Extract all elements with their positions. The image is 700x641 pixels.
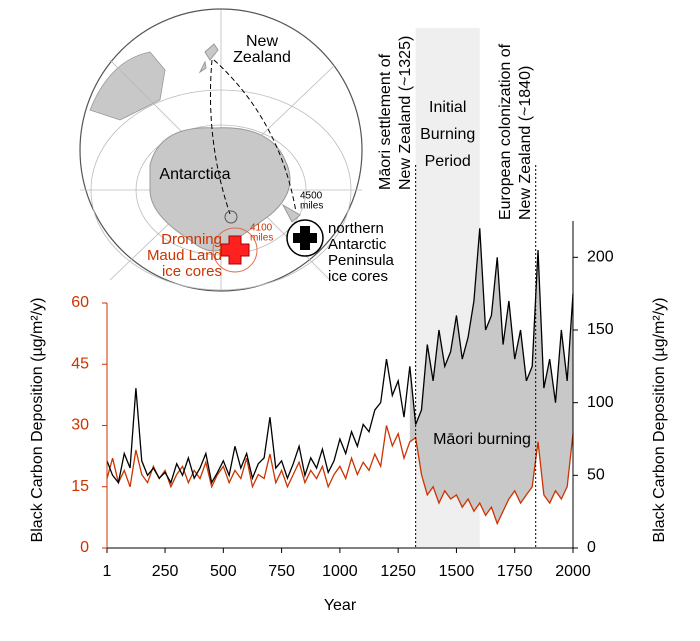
x-tick-label: 2000 bbox=[555, 563, 591, 580]
black-cross bbox=[293, 226, 317, 250]
shaded-label: Period bbox=[425, 153, 471, 170]
x-tick-label: 1500 bbox=[439, 563, 475, 580]
fill-label: Māori burning bbox=[433, 431, 531, 448]
pole bbox=[224, 210, 238, 224]
event-label: New Zealand (~1840) bbox=[517, 66, 534, 220]
arrow bbox=[209, 59, 231, 215]
x-tick-label: 750 bbox=[268, 563, 295, 580]
y2-tick-label: 50 bbox=[587, 467, 605, 484]
map-label: New bbox=[246, 33, 278, 50]
y2-tick-label: 100 bbox=[587, 394, 614, 411]
y-axis-label: Black Carbon Deposition (µg/m²/y) bbox=[29, 298, 46, 543]
x-tick-label: 1000 bbox=[322, 563, 358, 580]
antarctica-shape bbox=[149, 127, 301, 252]
shaded-label: Initial bbox=[429, 99, 466, 116]
x-tick-label: 250 bbox=[152, 563, 179, 580]
site-circle bbox=[212, 227, 258, 273]
x-tick-label: 1250 bbox=[380, 563, 416, 580]
inset-map: New Zealand Antarctica 4100 miles 4500 m… bbox=[79, 8, 363, 292]
legend-entry: northern Antarctic Peninsula ice cores bbox=[328, 220, 395, 285]
x-tick-label: 500 bbox=[210, 563, 237, 580]
x-tick-label: 1750 bbox=[497, 563, 533, 580]
x-axis-label: Year bbox=[324, 597, 357, 614]
y2-axis-label: Black Carbon Deposition (µg/m²/y) bbox=[651, 298, 668, 543]
y-tick-label: 60 bbox=[71, 294, 89, 311]
y-tick-label: 45 bbox=[71, 355, 89, 372]
shaded-label: Burning bbox=[420, 126, 475, 143]
map-label: Zealand bbox=[233, 49, 291, 66]
australia bbox=[89, 51, 166, 121]
map-label: miles bbox=[300, 201, 323, 212]
arrow bbox=[213, 59, 297, 213]
map-label: 4500 bbox=[300, 191, 323, 202]
x-tick-label: 1 bbox=[103, 563, 112, 580]
map-label: Antarctica bbox=[159, 166, 230, 183]
y2-tick-label: 200 bbox=[587, 249, 614, 266]
map-label: 4100 bbox=[250, 223, 273, 234]
y-tick-label: 0 bbox=[80, 539, 89, 556]
y-tick-label: 30 bbox=[71, 417, 89, 434]
event-label: New Zealand (~1325) bbox=[397, 36, 414, 190]
nz-shape bbox=[198, 43, 219, 74]
series-line bbox=[106, 228, 574, 485]
event-label: Māori settlement of bbox=[377, 53, 394, 190]
y-tick-label: 15 bbox=[71, 478, 89, 495]
burning-fill bbox=[409, 228, 573, 524]
series-line bbox=[106, 425, 574, 526]
map-label: miles bbox=[250, 233, 273, 244]
event-label: European colonization of bbox=[497, 43, 514, 220]
legend-entry: Dronning Maud Land ice cores bbox=[147, 231, 222, 280]
y2-tick-label: 150 bbox=[587, 321, 614, 338]
y2-tick-label: 0 bbox=[587, 539, 596, 556]
red-cross bbox=[220, 235, 250, 265]
